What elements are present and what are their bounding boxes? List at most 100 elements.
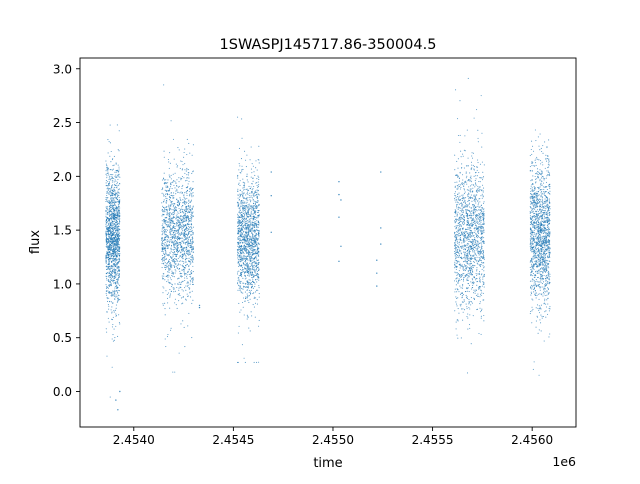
data-point — [173, 276, 175, 278]
data-point — [167, 246, 169, 248]
data-point — [110, 227, 112, 229]
data-point — [467, 258, 469, 260]
data-point — [164, 236, 167, 238]
data-point — [250, 247, 252, 249]
data-point — [111, 186, 113, 188]
data-point — [109, 241, 111, 243]
data-point — [182, 218, 184, 220]
data-point — [252, 253, 254, 255]
data-point — [258, 361, 260, 363]
data-point — [476, 188, 478, 190]
data-point — [108, 199, 110, 201]
data-point — [174, 251, 176, 253]
data-point — [113, 311, 115, 313]
data-point — [118, 275, 120, 277]
data-point — [170, 262, 172, 264]
data-point — [108, 247, 110, 249]
data-point — [116, 234, 118, 236]
data-point — [111, 213, 113, 215]
data-point — [457, 222, 459, 224]
data-point — [111, 338, 113, 340]
data-point — [165, 265, 167, 267]
data-point — [177, 165, 179, 167]
data-point — [117, 234, 119, 237]
data-point — [473, 297, 475, 299]
data-point — [114, 231, 116, 233]
data-point — [455, 296, 457, 298]
data-point — [252, 241, 254, 243]
data-point — [246, 173, 248, 175]
data-point — [246, 179, 248, 181]
data-point — [172, 261, 174, 263]
data-point — [184, 242, 186, 244]
data-point — [173, 210, 175, 213]
data-point — [460, 183, 463, 185]
data-point — [242, 192, 244, 194]
data-point — [483, 164, 485, 166]
data-point — [238, 211, 240, 213]
data-point — [257, 250, 260, 252]
data-point — [109, 124, 111, 126]
data-point — [247, 230, 249, 233]
data-point — [183, 271, 185, 273]
data-point — [457, 230, 459, 232]
data-point — [170, 263, 172, 265]
data-point — [178, 149, 180, 151]
data-point — [255, 274, 258, 276]
data-point — [107, 172, 109, 174]
data-point — [477, 246, 479, 248]
data-point — [480, 259, 482, 261]
data-point — [245, 213, 247, 215]
data-point — [119, 220, 121, 222]
data-point — [172, 275, 174, 277]
data-point — [190, 229, 192, 231]
data-point — [249, 218, 251, 220]
data-point — [241, 264, 243, 266]
data-point — [239, 196, 241, 198]
data-point — [247, 199, 249, 201]
data-point — [106, 244, 108, 246]
data-point — [109, 259, 111, 261]
data-point — [186, 179, 188, 181]
data-point — [167, 220, 169, 223]
data-point — [240, 228, 242, 230]
data-point — [108, 183, 110, 185]
data-point — [258, 319, 260, 322]
data-point — [463, 185, 465, 187]
data-point — [179, 210, 181, 212]
data-point — [459, 250, 461, 252]
data-point — [115, 263, 117, 265]
data-point — [115, 224, 117, 226]
data-point — [186, 187, 188, 189]
data-point — [113, 295, 115, 297]
data-point — [181, 273, 183, 275]
data-point — [466, 247, 468, 249]
data-point — [177, 293, 179, 295]
data-point — [257, 217, 259, 219]
data-point — [177, 205, 180, 207]
data-point — [473, 195, 475, 197]
data-point — [167, 274, 169, 276]
data-point — [113, 268, 115, 270]
data-point — [254, 283, 256, 285]
data-point — [245, 205, 247, 207]
data-point — [466, 273, 468, 276]
data-point — [181, 289, 183, 291]
data-point — [169, 226, 171, 228]
data-point — [112, 334, 114, 336]
data-point — [115, 261, 117, 263]
data-point — [118, 196, 120, 199]
data-point — [113, 214, 115, 217]
data-point — [251, 217, 253, 220]
data-point — [163, 183, 166, 185]
data-point — [238, 255, 240, 257]
data-point — [191, 260, 193, 263]
data-point — [252, 233, 254, 235]
data-point — [118, 294, 120, 297]
data-point — [117, 194, 119, 196]
data-point — [238, 198, 241, 200]
data-point — [467, 199, 470, 201]
data-point — [256, 361, 258, 364]
data-point — [181, 160, 183, 163]
data-point — [171, 274, 173, 277]
